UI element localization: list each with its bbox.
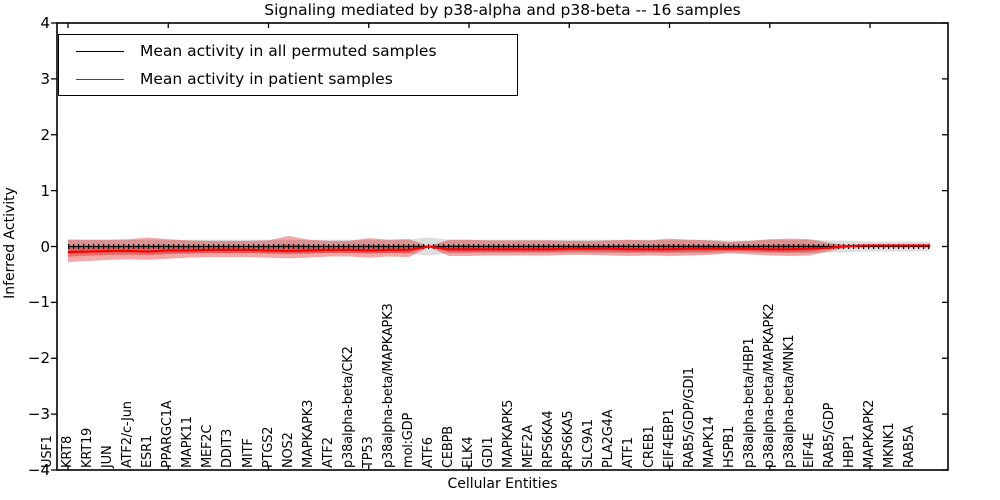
x-tick-label: RPS6KA5: [561, 410, 577, 468]
x-tick-label: PPARGC1A: [160, 400, 176, 469]
x-axis-label: Cellular Entities: [447, 476, 558, 492]
x-tick-label: RAB5A: [902, 425, 918, 468]
x-tick-label: p38alpha-beta/MNK1: [781, 334, 797, 468]
x-tick-label: EIF4E: [801, 432, 817, 468]
x-tick-label: p38alpha-beta/MAPKAPK2: [761, 303, 777, 468]
x-tick-label: p38alpha-beta/HBP1: [741, 337, 757, 468]
x-tick-label: JUN: [100, 445, 116, 468]
y-tick-label: 0: [40, 237, 50, 256]
x-tick-label: MAPKAPK2: [862, 399, 878, 468]
legend-label-patient: Mean activity in patient samples: [140, 70, 393, 88]
legend-item-permuted: Mean activity in all permuted samples: [59, 42, 517, 60]
y-tick-label: 2: [40, 125, 50, 144]
y-tick-label: −4: [27, 461, 50, 479]
x-tick-label: PTGS2: [260, 426, 276, 468]
x-tick-label: RPS6KA4: [541, 410, 557, 468]
x-tick-label: ATF2: [320, 437, 336, 468]
x-tick-label: GDI1: [481, 436, 497, 468]
y-tick-label: −3: [27, 405, 50, 424]
x-tick-label: RAB5/GDP/GDI1: [681, 367, 697, 468]
x-tick-label: MEF2A: [521, 424, 537, 468]
x-tick-label: mol:GDP: [400, 412, 416, 468]
x-tick-label: HBP1: [842, 433, 857, 468]
x-tick-label: CEBPB: [441, 426, 456, 468]
x-tick-label: TP53: [360, 436, 376, 468]
x-tick-label: ELK4: [461, 436, 477, 468]
x-tick-label: MAPK11: [180, 416, 196, 468]
x-tick-label: PLA2G4A: [601, 409, 617, 468]
x-tick-label: SLC9A1: [581, 419, 597, 468]
y-tick-label: 3: [40, 69, 50, 88]
x-tick-label: ATF6: [420, 437, 436, 468]
x-tick-label: MITF: [240, 438, 256, 468]
x-tick-label: ATF1: [621, 437, 637, 468]
x-tick-label: USF1: [40, 435, 55, 468]
y-tick-label: 4: [40, 14, 50, 32]
x-tick-label: MKNK1: [882, 422, 898, 468]
x-tick-label: EIF4EBP1: [661, 408, 677, 468]
x-tick-label: RAB5/GDP: [821, 402, 837, 468]
x-tick-label: DDIT3: [220, 428, 236, 468]
x-tick-label: ATF2/c-Jun: [120, 401, 136, 468]
y-tick-label: −1: [27, 293, 50, 312]
x-tick-label: HSPB1: [721, 425, 737, 468]
y-tick-label: 1: [40, 181, 50, 200]
x-tick-label: MAPK14: [701, 416, 717, 468]
x-tick-label: KRT19: [80, 427, 96, 468]
patient-mean-line: [67, 244, 931, 254]
legend-label-permuted: Mean activity in all permuted samples: [140, 42, 437, 60]
x-tick-label: NOS2: [280, 432, 296, 468]
legend-item-patient: Mean activity in patient samples: [59, 70, 517, 88]
x-tick-label: MAPKAPK5: [501, 399, 517, 468]
chart-title: Signaling mediated by p38-alpha and p38-…: [264, 1, 741, 19]
y-tick-label: −2: [27, 349, 50, 368]
patient-line-swatch: [76, 78, 124, 80]
permuted-line-swatch: [76, 50, 124, 52]
x-tick-label: KRT8: [60, 435, 76, 468]
x-tick-label: p38alpha-beta/CK2: [340, 346, 356, 468]
legend: Mean activity in all permuted samples Me…: [58, 34, 518, 96]
x-tick-label: p38alpha-beta/MAPKAPK3: [380, 303, 396, 468]
x-tick-label: CREB1: [641, 425, 657, 468]
x-tick-label: MEF2C: [200, 424, 216, 468]
x-tick-label: MAPKAPK3: [300, 399, 316, 468]
x-tick-label: ESR1: [140, 435, 156, 468]
